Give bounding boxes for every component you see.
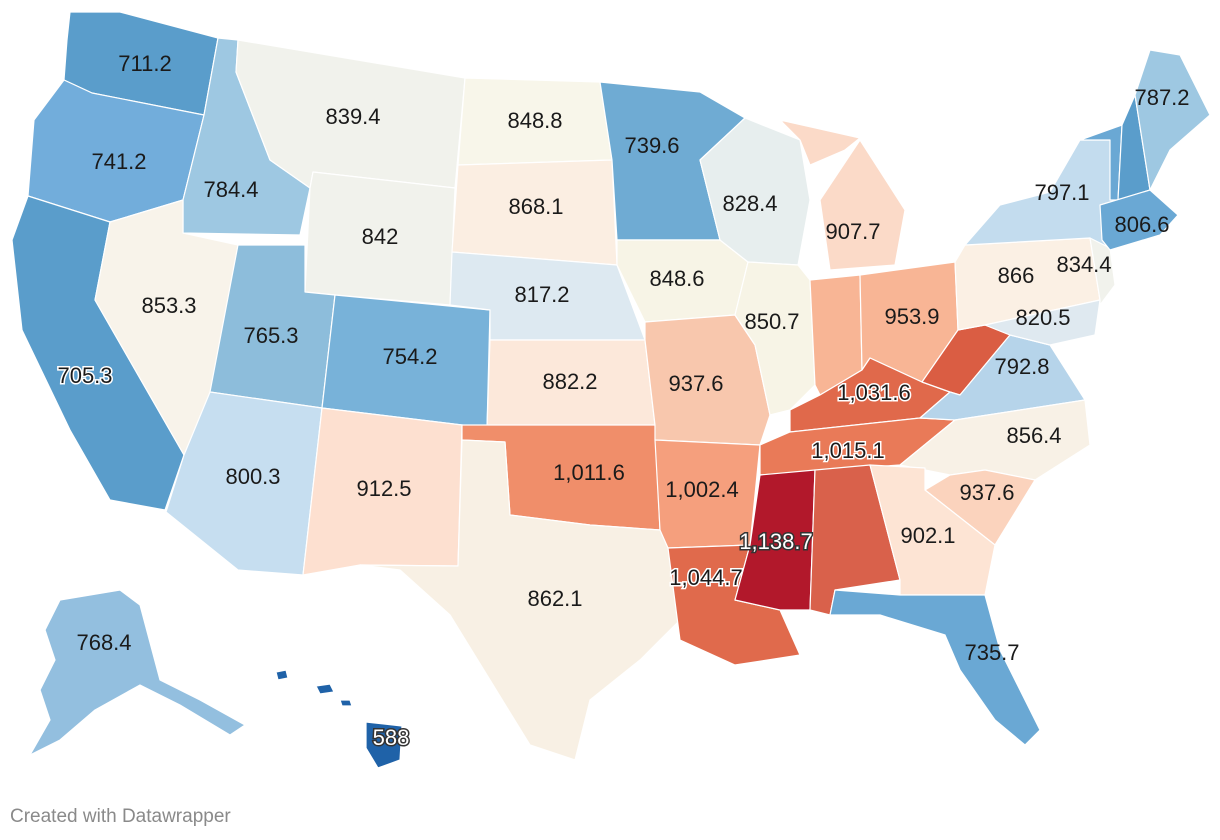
value-label-idaho: 784.4 (203, 177, 258, 202)
value-label-california: 705.3 (57, 363, 112, 388)
state-alaska[interactable] (29, 589, 246, 756)
value-label-arkansas: 1,002.4 (665, 477, 738, 502)
value-label-washington: 711.2 (118, 51, 171, 76)
value-label-montana: 839.4 (325, 104, 380, 129)
state-maryland-delaware[interactable] (984, 299, 1101, 346)
state-maine[interactable] (1134, 49, 1211, 191)
value-label-tennessee: 1,015.1 (811, 438, 884, 463)
value-label-minnesota: 739.6 (624, 133, 679, 158)
value-label-maine: 787.2 (1134, 85, 1189, 110)
value-label-south-carolina: 937.6 (959, 480, 1014, 505)
value-label-pennsylvania: 866 (998, 263, 1035, 288)
value-label-colorado: 754.2 (382, 344, 437, 369)
labels-layer: 711.2 741.2 705.3 784.4 853.3 839.4 842 … (56, 51, 1190, 752)
value-label-new-jersey: 834.4 (1056, 252, 1111, 277)
state-hawaii[interactable] (275, 669, 403, 769)
state-texas[interactable] (359, 439, 681, 761)
value-label-texas: 862.1 (527, 586, 582, 611)
state-vermont[interactable] (1079, 124, 1123, 201)
state-massachusetts[interactable] (1099, 189, 1179, 251)
value-label-massachusetts: 806.6 (1114, 212, 1169, 237)
value-label-nevada: 853.3 (141, 293, 196, 318)
value-label-north-carolina: 856.4 (1006, 423, 1061, 448)
value-label-new-mexico: 912.5 (356, 476, 411, 501)
states-layer (11, 11, 1211, 769)
value-label-mississippi: 1,138.7 (739, 529, 812, 554)
value-label-iowa: 848.6 (649, 266, 704, 291)
value-label-michigan: 907.7 (825, 219, 880, 244)
state-wisconsin[interactable] (699, 117, 811, 266)
value-label-louisiana: 1,044.7 (669, 565, 742, 590)
value-label-maryland: 820.5 (1015, 305, 1070, 330)
value-label-kansas: 882.2 (542, 369, 597, 394)
value-label-illinois: 850.7 (744, 309, 799, 334)
value-label-nebraska: 817.2 (514, 282, 569, 307)
value-label-virginia: 792.8 (994, 354, 1049, 379)
value-label-florida: 735.7 (964, 640, 1019, 665)
value-label-oklahoma: 1,011.6 (553, 460, 625, 485)
state-virginia[interactable] (919, 334, 1086, 421)
value-label-hawaii: 588 (373, 725, 410, 750)
state-michigan[interactable] (779, 119, 906, 271)
value-label-south-dakota: 868.1 (508, 194, 563, 219)
value-label-missouri: 937.6 (668, 371, 723, 396)
value-label-utah: 765.3 (243, 323, 298, 348)
value-label-ohio: 953.9 (884, 304, 939, 329)
value-label-oregon: 741.2 (91, 149, 146, 174)
state-south-carolina[interactable] (924, 469, 1036, 546)
value-label-arizona: 800.3 (225, 464, 280, 489)
datawrapper-credit[interactable]: Created with Datawrapper (10, 806, 231, 827)
value-label-georgia: 902.1 (900, 523, 955, 548)
state-florida[interactable] (829, 589, 1041, 746)
value-label-alaska: 768.4 (76, 630, 131, 655)
value-label-wisconsin: 828.4 (722, 191, 777, 216)
value-label-north-dakota: 848.8 (507, 108, 562, 133)
value-label-new-york: 797.1 (1034, 180, 1089, 205)
value-label-kentucky: 1,031.6 (837, 380, 910, 405)
state-georgia[interactable] (869, 464, 996, 596)
value-label-wyoming: 842 (362, 224, 399, 249)
